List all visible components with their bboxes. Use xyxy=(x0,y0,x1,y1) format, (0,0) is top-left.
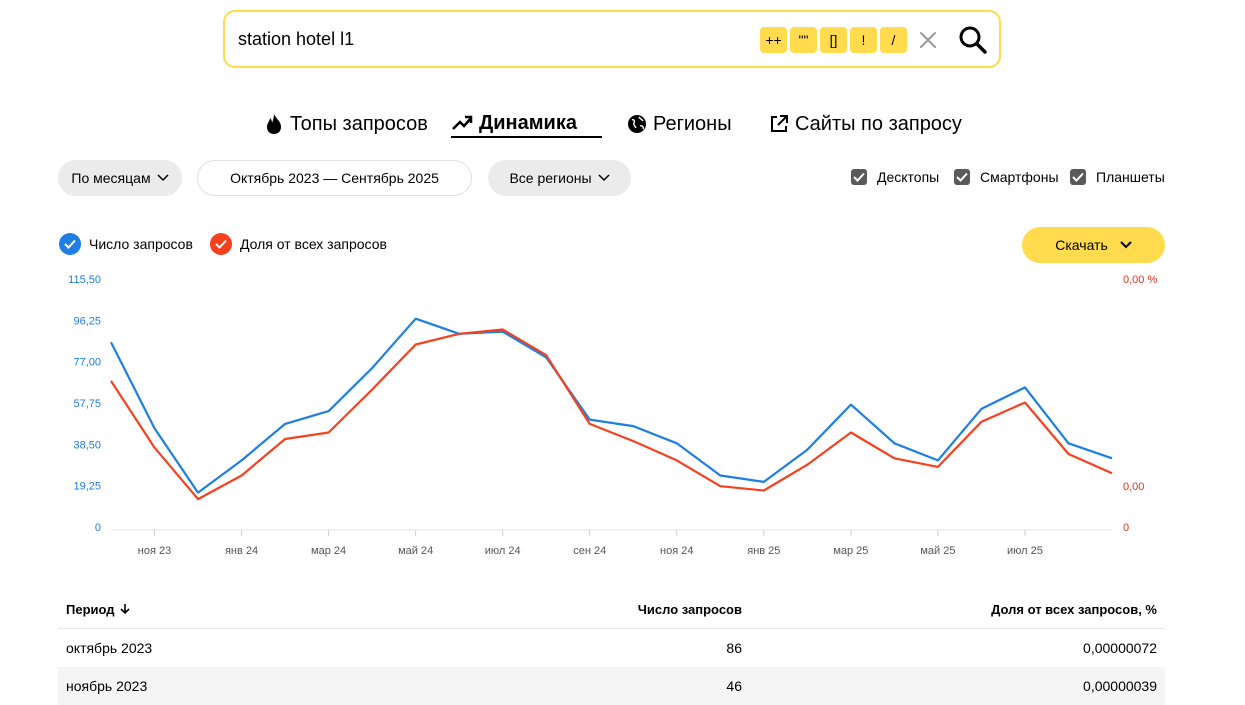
header-count[interactable]: Число запросов xyxy=(637,601,742,617)
y-left-tick-label: 96,25 xyxy=(73,315,101,327)
tab-label: Динамика xyxy=(479,111,577,134)
legend-label: Доля от всех запросов xyxy=(240,236,387,252)
checkmark-icon xyxy=(1070,169,1086,185)
checkmark-icon xyxy=(851,169,867,185)
cell-count: 86 xyxy=(726,640,742,656)
date-range-label: Октябрь 2023 — Сентябрь 2025 xyxy=(230,170,439,186)
x-tick-label: янв 25 xyxy=(747,545,780,557)
region-select[interactable]: Все регионы xyxy=(488,160,631,196)
search-input[interactable]: station hotel l1 xyxy=(238,29,355,49)
cell-share: 0,00000072 xyxy=(1083,640,1157,656)
search-icon[interactable] xyxy=(957,24,989,56)
operator-button[interactable]: ! xyxy=(850,27,877,53)
date-range-picker[interactable]: Октябрь 2023 — Сентябрь 2025 xyxy=(197,160,472,196)
header-share[interactable]: Доля от всех запросов, % xyxy=(991,601,1157,617)
cell-period: октябрь 2023 xyxy=(66,640,153,656)
y-left-tick-label: 0 xyxy=(95,522,101,534)
y-left-tick-label: 77,00 xyxy=(73,357,101,369)
search-bar[interactable]: station hotel l1 ++ "" [] ! / xyxy=(223,10,1001,68)
legend-label: Число запросов xyxy=(89,236,193,252)
x-tick-label: сен 24 xyxy=(573,545,606,557)
device-label: Десктопы xyxy=(877,169,940,185)
chevron-down-icon xyxy=(1120,241,1132,249)
y-right-tick-label: 0,00 xyxy=(1123,481,1144,493)
tab-regions[interactable]: Регионы xyxy=(627,110,732,138)
x-tick-label: май 24 xyxy=(398,545,433,557)
header-period[interactable]: Период xyxy=(66,590,130,628)
x-tick-label: июл 25 xyxy=(1007,545,1043,557)
series-line-count xyxy=(110,317,1113,494)
legend-count-toggle[interactable]: Число запросов xyxy=(59,233,193,255)
x-tick-label: май 25 xyxy=(920,545,955,557)
tab-sites[interactable]: Сайты по запросу xyxy=(769,110,962,138)
chevron-down-icon xyxy=(598,174,610,182)
table-row: октябрь 2023 86 0,00000072 xyxy=(58,629,1165,667)
fire-icon xyxy=(267,114,281,134)
stats-table: Период Число запросов Доля от всех запро… xyxy=(58,590,1165,705)
tab-top-queries[interactable]: Топы запросов xyxy=(264,110,428,138)
globe-icon xyxy=(628,115,646,133)
device-checkbox-smartphone[interactable]: Смартфоны xyxy=(954,169,1059,185)
header-label: Период xyxy=(66,601,115,617)
x-tick-label: ноя 24 xyxy=(660,545,693,557)
device-checkbox-tablet[interactable]: Планшеты xyxy=(1070,169,1165,185)
y-left-tick-label: 115,50 xyxy=(68,274,101,286)
arrow-down-icon xyxy=(119,604,130,615)
y-left-tick-label: 57,75 xyxy=(73,398,101,410)
tab-label: Сайты по запросу xyxy=(795,112,962,135)
x-tick-label: мар 24 xyxy=(311,545,346,557)
period-group-select[interactable]: По месяцам xyxy=(58,160,182,196)
region-label: Все регионы xyxy=(509,170,592,186)
checkmark-icon xyxy=(954,169,970,185)
operator-button[interactable]: [] xyxy=(820,27,847,53)
operator-button[interactable]: / xyxy=(880,27,907,53)
series-line-share xyxy=(110,328,1113,501)
tab-bar: Топы запросов Динамика Регионы Сайты по … xyxy=(0,110,1245,140)
check-icon xyxy=(210,233,232,255)
x-tick-label: июл 24 xyxy=(485,545,521,557)
table-header: Период Число запросов Доля от всех запро… xyxy=(58,590,1165,629)
table-row: ноябрь 2023 46 0,00000039 xyxy=(58,667,1165,705)
operator-button[interactable]: ++ xyxy=(760,27,787,53)
period-group-label: По месяцам xyxy=(71,170,151,186)
cell-count: 46 xyxy=(726,678,742,694)
dynamics-chart: 0 19,25 38,50 57,75 77,00 96,25 115,50 0 0,00 0,0… xyxy=(68,274,1157,557)
y-right-tick-label: 0 xyxy=(1123,522,1129,534)
download-button[interactable]: Скачать xyxy=(1022,227,1165,263)
tab-label: Топы запросов xyxy=(290,112,428,135)
x-tick-label: ноя 23 xyxy=(138,545,171,557)
device-checkbox-desktop[interactable]: Десктопы xyxy=(851,169,939,185)
chevron-down-icon xyxy=(157,174,169,182)
y-right-tick-label: 0,00 % xyxy=(1123,274,1157,286)
x-tick-label: мар 25 xyxy=(833,545,868,557)
external-link-icon xyxy=(771,115,788,132)
check-icon xyxy=(59,233,81,255)
x-tick-label: янв 24 xyxy=(225,545,258,557)
device-label: Смартфоны xyxy=(980,169,1059,185)
cell-share: 0,00000039 xyxy=(1083,678,1157,694)
operator-button[interactable]: "" xyxy=(790,27,817,53)
y-left-tick-label: 38,50 xyxy=(73,439,101,451)
download-label: Скачать xyxy=(1055,237,1108,253)
close-icon[interactable] xyxy=(915,25,941,55)
cell-period: ноябрь 2023 xyxy=(66,678,148,694)
tab-label: Регионы xyxy=(653,112,732,135)
device-label: Планшеты xyxy=(1096,169,1165,185)
y-left-tick-label: 19,25 xyxy=(73,481,101,493)
tab-dynamics[interactable]: Динамика xyxy=(451,110,602,138)
legend-share-toggle[interactable]: Доля от всех запросов xyxy=(210,233,387,255)
trend-icon xyxy=(452,115,473,130)
